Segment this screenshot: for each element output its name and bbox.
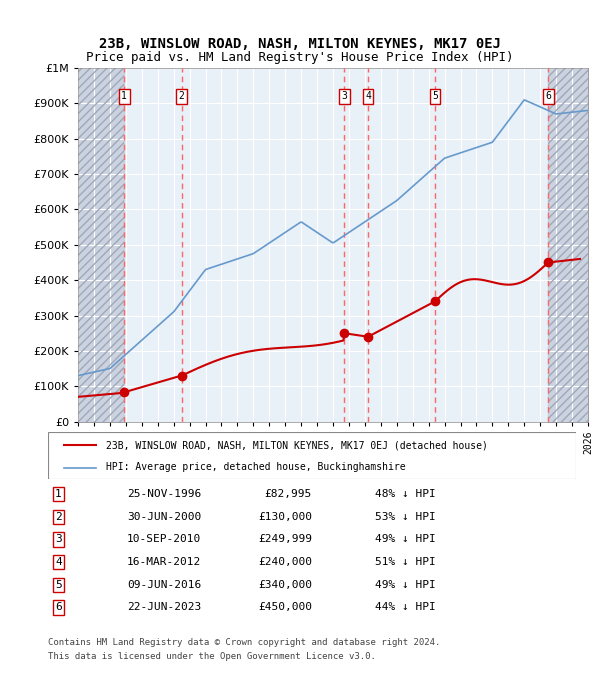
Text: 48% ↓ HPI: 48% ↓ HPI: [376, 489, 436, 499]
Text: 3: 3: [55, 534, 62, 545]
Text: 09-JUN-2016: 09-JUN-2016: [127, 580, 202, 590]
Text: 4: 4: [365, 91, 371, 101]
Text: This data is licensed under the Open Government Licence v3.0.: This data is licensed under the Open Gov…: [48, 651, 376, 661]
Text: 16-MAR-2012: 16-MAR-2012: [127, 557, 202, 567]
Text: 4: 4: [55, 557, 62, 567]
FancyBboxPatch shape: [48, 432, 576, 479]
Text: 3: 3: [341, 91, 347, 101]
Text: £340,000: £340,000: [258, 580, 312, 590]
Text: 2: 2: [55, 512, 62, 522]
Text: 5: 5: [55, 580, 62, 590]
Text: 10-SEP-2010: 10-SEP-2010: [127, 534, 202, 545]
Text: £240,000: £240,000: [258, 557, 312, 567]
Text: 53% ↓ HPI: 53% ↓ HPI: [376, 512, 436, 522]
Text: Price paid vs. HM Land Registry's House Price Index (HPI): Price paid vs. HM Land Registry's House …: [86, 51, 514, 65]
Text: 25-NOV-1996: 25-NOV-1996: [127, 489, 202, 499]
Text: 49% ↓ HPI: 49% ↓ HPI: [376, 534, 436, 545]
Text: £450,000: £450,000: [258, 602, 312, 613]
Text: £82,995: £82,995: [265, 489, 312, 499]
Text: HPI: Average price, detached house, Buckinghamshire: HPI: Average price, detached house, Buck…: [106, 462, 406, 473]
Text: £130,000: £130,000: [258, 512, 312, 522]
Text: 22-JUN-2023: 22-JUN-2023: [127, 602, 202, 613]
Text: 44% ↓ HPI: 44% ↓ HPI: [376, 602, 436, 613]
Text: 30-JUN-2000: 30-JUN-2000: [127, 512, 202, 522]
Text: 23B, WINSLOW ROAD, NASH, MILTON KEYNES, MK17 0EJ: 23B, WINSLOW ROAD, NASH, MILTON KEYNES, …: [99, 37, 501, 51]
Text: 5: 5: [432, 91, 438, 101]
Bar: [548, 68, 588, 422]
Text: 1: 1: [121, 91, 127, 101]
Text: 49% ↓ HPI: 49% ↓ HPI: [376, 580, 436, 590]
Text: 6: 6: [55, 602, 62, 613]
Text: 6: 6: [545, 91, 551, 101]
Bar: [78, 68, 124, 422]
Text: £249,999: £249,999: [258, 534, 312, 545]
Text: 2: 2: [179, 91, 185, 101]
Text: Contains HM Land Registry data © Crown copyright and database right 2024.: Contains HM Land Registry data © Crown c…: [48, 638, 440, 647]
Text: 51% ↓ HPI: 51% ↓ HPI: [376, 557, 436, 567]
Text: 1: 1: [55, 489, 62, 499]
Text: 23B, WINSLOW ROAD, NASH, MILTON KEYNES, MK17 0EJ (detached house): 23B, WINSLOW ROAD, NASH, MILTON KEYNES, …: [106, 440, 488, 450]
